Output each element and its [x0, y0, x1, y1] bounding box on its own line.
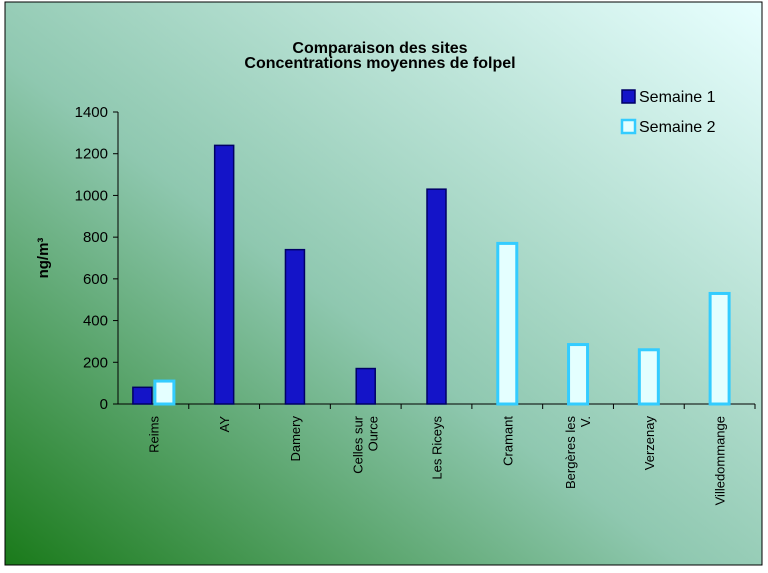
legend-swatch: [620, 118, 637, 135]
bar: [426, 188, 447, 405]
y-tick-label: 1400: [75, 104, 108, 121]
bar: [213, 144, 235, 405]
x-tick-label: Damery: [288, 416, 303, 462]
y-tick-label: 600: [83, 271, 108, 288]
x-tick-label: Bergères lesV.: [563, 416, 593, 489]
x-tick-label: AY: [217, 416, 232, 433]
x-tick-label: Villedommange: [713, 416, 728, 505]
x-tick-label: Cramant: [500, 416, 515, 466]
bar: [567, 343, 590, 406]
y-tick-label: 200: [83, 354, 108, 371]
bar: [355, 367, 376, 405]
legend-label: Semaine 2: [639, 119, 716, 136]
legend-label: Semaine 1: [639, 89, 716, 106]
x-tick-label: Les Riceys: [430, 416, 445, 480]
y-tick-label: 1000: [75, 187, 108, 204]
background: [4, 1, 763, 566]
bar: [284, 248, 306, 405]
legend-swatch: [621, 89, 636, 104]
chart-title: Comparaison des sites: [292, 40, 467, 57]
y-tick-label: 1200: [75, 146, 108, 163]
bar: [153, 379, 176, 406]
bar: [708, 291, 731, 406]
x-tick-label: Reims: [146, 416, 161, 453]
x-tick-label: Verzenay: [642, 416, 657, 471]
y-tick-label: 800: [83, 229, 108, 246]
y-axis-label: ng/m³: [35, 238, 52, 279]
bar: [496, 241, 519, 406]
y-tick-label: 0: [100, 396, 108, 413]
chart-subtitle: Concentrations moyennes de folpel: [244, 55, 515, 72]
bar: [132, 386, 153, 405]
y-tick-label: 400: [83, 313, 108, 330]
bar: [637, 348, 660, 406]
x-tick-label: Celles surOurce: [351, 415, 381, 473]
